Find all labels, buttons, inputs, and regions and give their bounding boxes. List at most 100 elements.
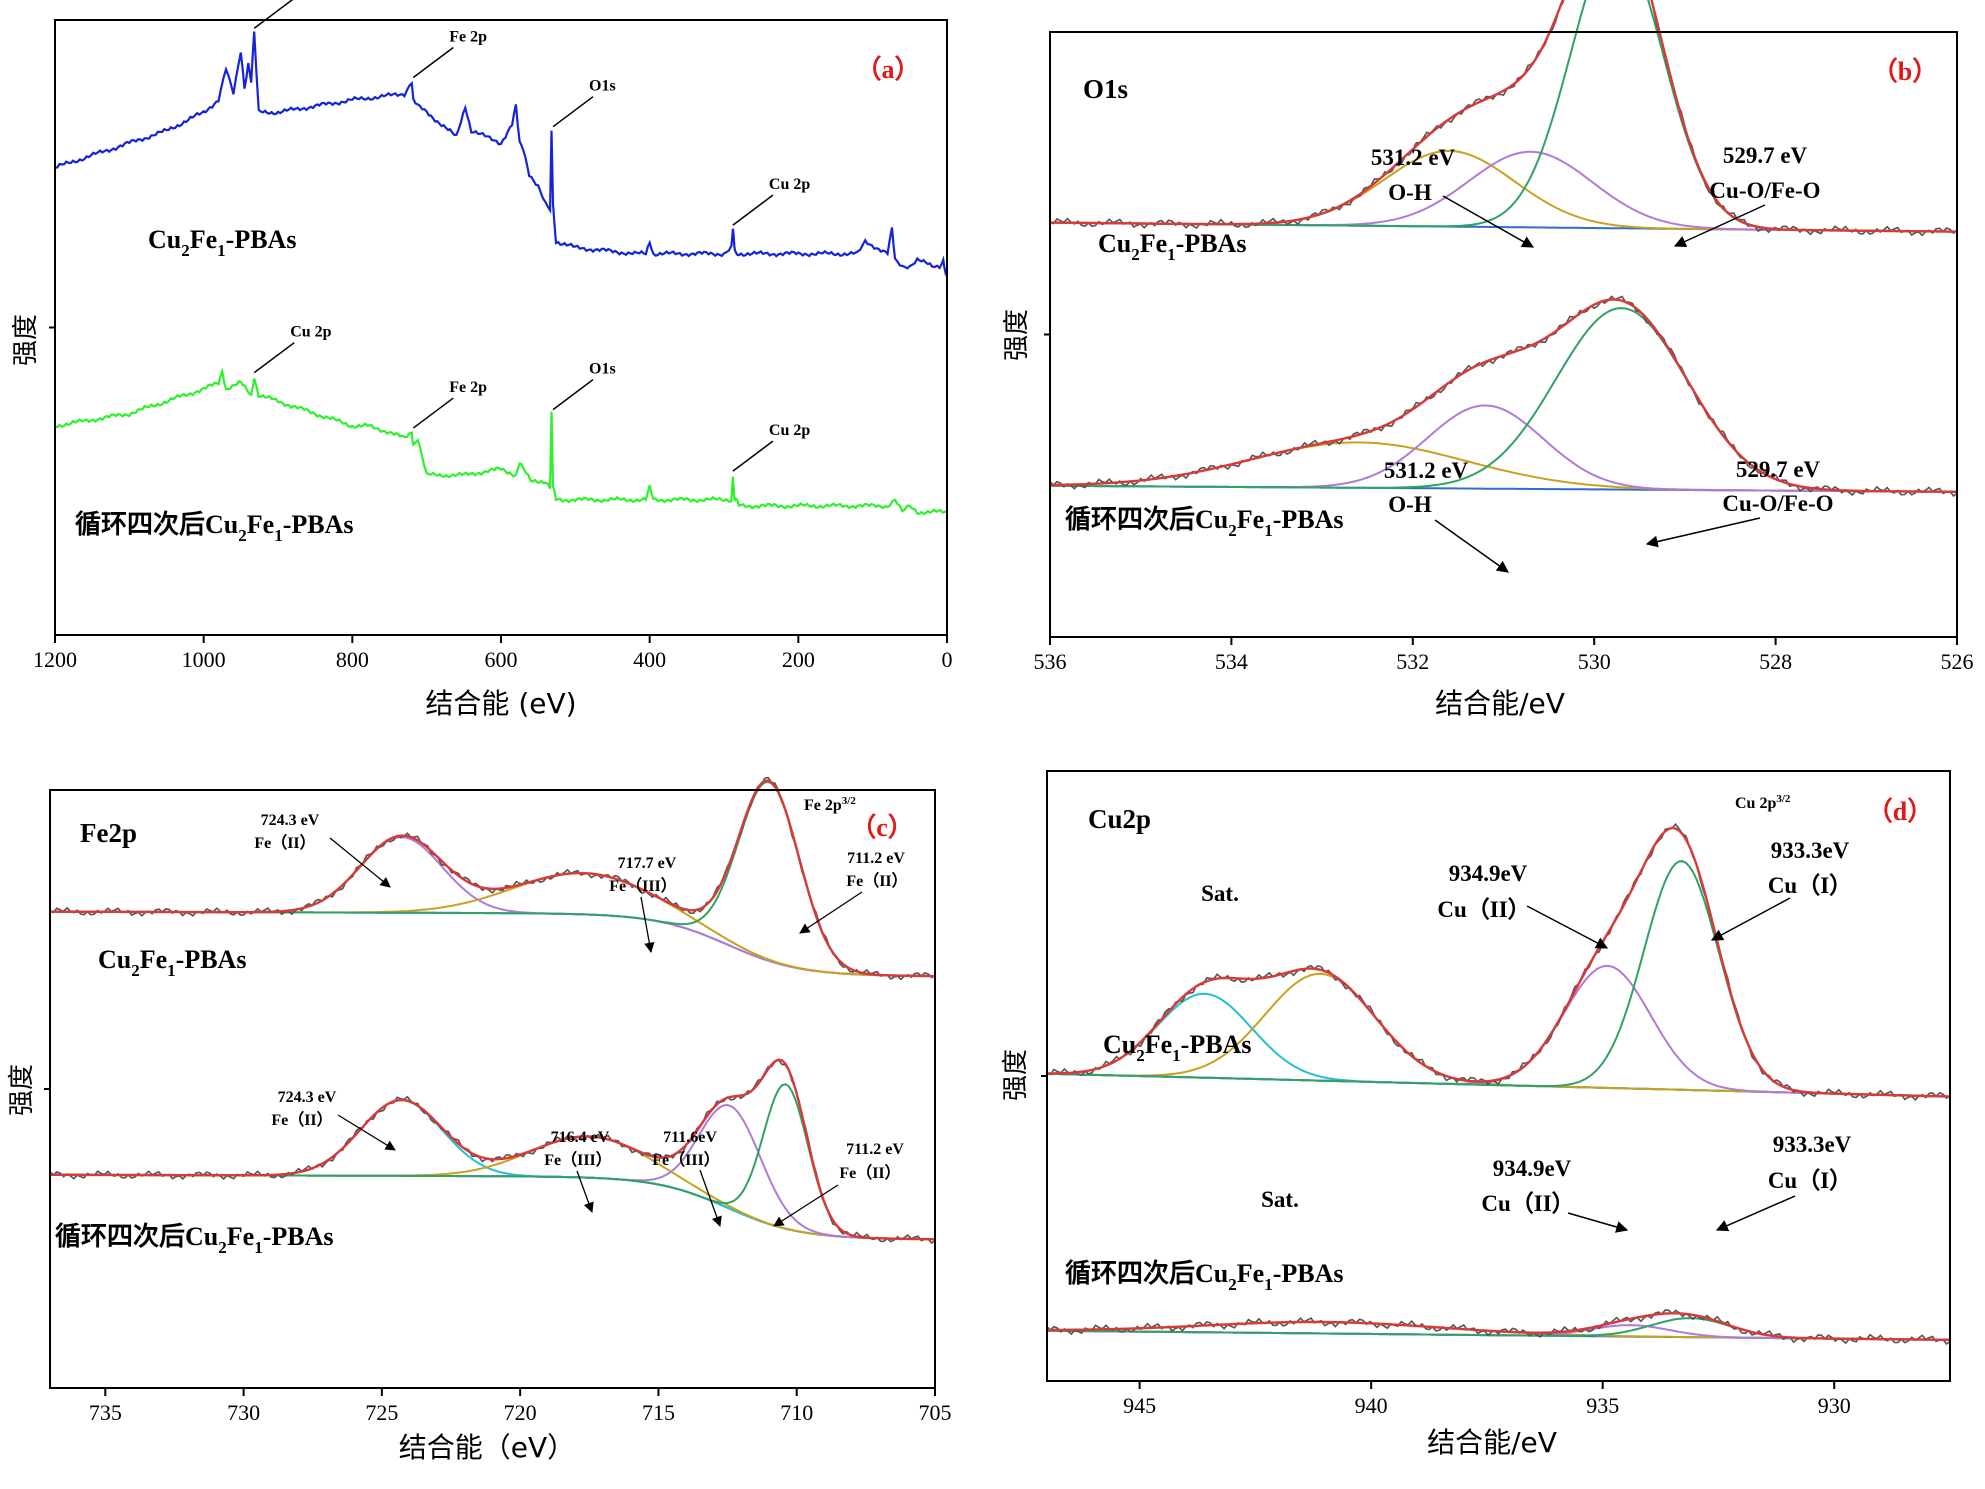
panel-b-s2-component-1 [1049,441,1957,493]
panel-c-s2-raw [49,1058,936,1245]
panel-d-xtick-label: 945 [1123,1393,1156,1418]
panel-c-ylabel: 强度 [7,1064,37,1116]
panel-d-s2-arrow-2 [1715,1195,1796,1232]
panel-b-s2-envelope [1049,298,1957,493]
panel-a-annotation-line [732,440,774,472]
panel-a-annotation-label: Fe 2p [449,29,487,46]
panel-c-label: （c） [850,813,914,842]
panel-d-s1-label-2-assign: Cu（II） [1437,896,1530,922]
panel-b-s1-arrow-2 [1673,204,1766,247]
panel-c-s1-arrow-2 [640,896,655,954]
panel-b-xtick-label: 536 [1034,649,1067,674]
panel-d-s2-label-3-assign: Cu（I） [1768,1167,1852,1193]
panel-a-label: （a） [855,55,920,84]
panel-c-s1-label-1-energy: 724.3 eV [261,812,320,829]
panel-c-s2-label-3-assign: Fe（III） [652,1151,720,1169]
panel-b-s1-label-2-assign: Cu-O/Fe-O [1709,178,1820,203]
panel-a-xtick-label: 1200 [33,647,77,672]
panel-b-xtick-label: 534 [1215,649,1248,674]
panel-c-xtick-label: 735 [89,1400,122,1425]
panel-c-s1-label-2-assign: Fe（III） [609,877,677,895]
panel-b-s2-label-1-energy: 531.2 eV [1384,458,1469,483]
panel-a-xtick-label: 0 [942,647,953,672]
panel-d-label: （d） [1867,797,1933,826]
panel-c-s1-label-3-assign: Fe（II） [846,872,907,890]
panel-a-annotation-label: Cu 2p [769,422,810,439]
panel-b-s2-label-2-assign: Cu-O/Fe-O [1722,491,1833,516]
panel-a-xtick-label: 400 [633,647,666,672]
panel-d-top-label: Cu 2p3/2 [1735,793,1791,812]
panel-d-s1-label-sat: Sat. [1201,881,1239,906]
panel-d-xtick-label: 930 [1818,1393,1851,1418]
panel-b-s2-component-3 [1050,307,1957,493]
panel-b-frame [1049,31,1958,638]
panel-c-xtick-label: 725 [365,1400,398,1425]
panel-d-s2-component-3 [1047,1317,1950,1341]
panel-b-sample-2-name: 循环四次后Cu2Fe1-PBAs [1065,505,1343,540]
panel-b-s2-arrow-2 [1645,517,1761,548]
panel-d-s2-label-sat: Sat. [1261,1187,1299,1212]
panel-b-label: （b） [1872,57,1938,86]
panel-c-s2-arrow-4 [773,1184,839,1227]
panel-d-s1-label-3-assign: Cu（I） [1768,872,1852,898]
panel-c-xtick-label: 715 [642,1400,675,1425]
panel-a-xlabel: 结合能 (eV) [425,687,576,720]
panel-c-s2-envelope [50,1058,935,1241]
panel-a-frame [54,19,948,636]
panel-a-series-1-line [54,31,948,277]
panel-d-s2-label-2-energy: 934.9eV [1493,1156,1572,1181]
panel-a-annotation-line [552,96,594,128]
panel-a-xtick-label: 1000 [182,647,226,672]
panel-c-s2-label-3-energy: 711.6eV [663,1129,717,1146]
panel-c-s1-arrow-3 [799,891,863,934]
panel-d-s1-envelope [1047,826,1951,1098]
panel-c-s2-label-4-energy: 711.2 eV [846,1141,904,1158]
panel-d-s1-label-2-energy: 934.9eV [1449,861,1528,886]
panel-b-sample-1-name: Cu2Fe1-PBAs [1098,229,1246,264]
panel-c-element: Fe2p [80,818,137,848]
panel-d-xlabel: 结合能/eV [1427,1426,1557,1459]
panel-c-s1-label-3-energy: 711.2 eV [847,850,905,867]
panel-b-s1-envelope [1050,0,1957,233]
panel-d-s2-label-2-assign: Cu（II） [1481,1190,1574,1216]
panel-a-annotation-line [732,194,774,226]
panel-c-s2-arrow-1 [337,1114,396,1151]
panel-c-s2-label-2-energy: 716.4 eV [551,1129,610,1146]
panel-b-s1-component-1 [1050,149,1957,233]
panel-a-annotation-label: Cu 2p [769,176,810,193]
panel-d-s1-arrow-1 [1526,905,1609,949]
panel-c-s2-arrow-3 [699,1169,722,1227]
panel-a-survey: 1200 1000 800 600 400 200 0 结合能 (eV) 强度 （a） Cu… [11,0,953,720]
panel-b-s2-label-2-energy: 529.7 eV [1736,457,1821,482]
panel-b-ylabel: 强度 [1002,309,1032,361]
panel-a-series-1-name: Cu2Fe1-PBAs [148,225,296,260]
panel-b-s1-component-3 [1050,0,1957,233]
panel-c-sample-2-name: 循环四次后Cu2Fe1-PBAs [55,1222,333,1257]
panel-a-xtick-label: 600 [485,647,518,672]
panel-b-xtick-label: 526 [1941,649,1974,674]
panel-c-s1-envelope [50,779,935,978]
panel-d-ylabel: 强度 [1001,1049,1031,1101]
panel-b-xtick-label: 532 [1396,649,1429,674]
panel-a-annotation-label: Fe 2p [449,379,487,396]
panel-c-fe2p: 735 730 725 720 715 710 705 结合能（eV） 强度 （c） Fe2… [7,776,952,1464]
panel-a-annotation-line [552,379,594,411]
panel-b-s1-label-1-assign: O-H [1388,180,1432,205]
panel-b-s1-raw [1049,0,1958,237]
panel-b-s2-label-1-assign: O-H [1388,492,1432,517]
panel-c-s1-label-2-energy: 717.7 eV [618,855,677,872]
panel-d-s1-label-3-energy: 933.3eV [1771,838,1850,863]
panel-b-xlabel: 结合能/eV [1435,687,1565,720]
panel-c-xtick-label: 720 [504,1400,537,1425]
panel-c-s1-label-1-assign: Fe（II） [254,834,315,852]
panel-b-o1s: 536 534 532 530 528 526 结合能/eV 强度 （b） O1s Cu2… [1002,0,1974,720]
panel-c-s2-label-1-energy: 724.3 eV [278,1089,337,1106]
panel-d-sample-2-name: 循环四次后Cu2Fe1-PBAs [1065,1259,1343,1294]
panel-c-xtick-label: 710 [780,1400,813,1425]
panel-c-frame [49,789,936,1389]
panel-b-s1-label-2-energy: 529.7 eV [1723,143,1808,168]
panel-a-xtick-label: 800 [336,647,369,672]
panel-a-annotation-label: Cu 2p [290,324,331,341]
panel-a-xtick-label: 200 [782,647,815,672]
